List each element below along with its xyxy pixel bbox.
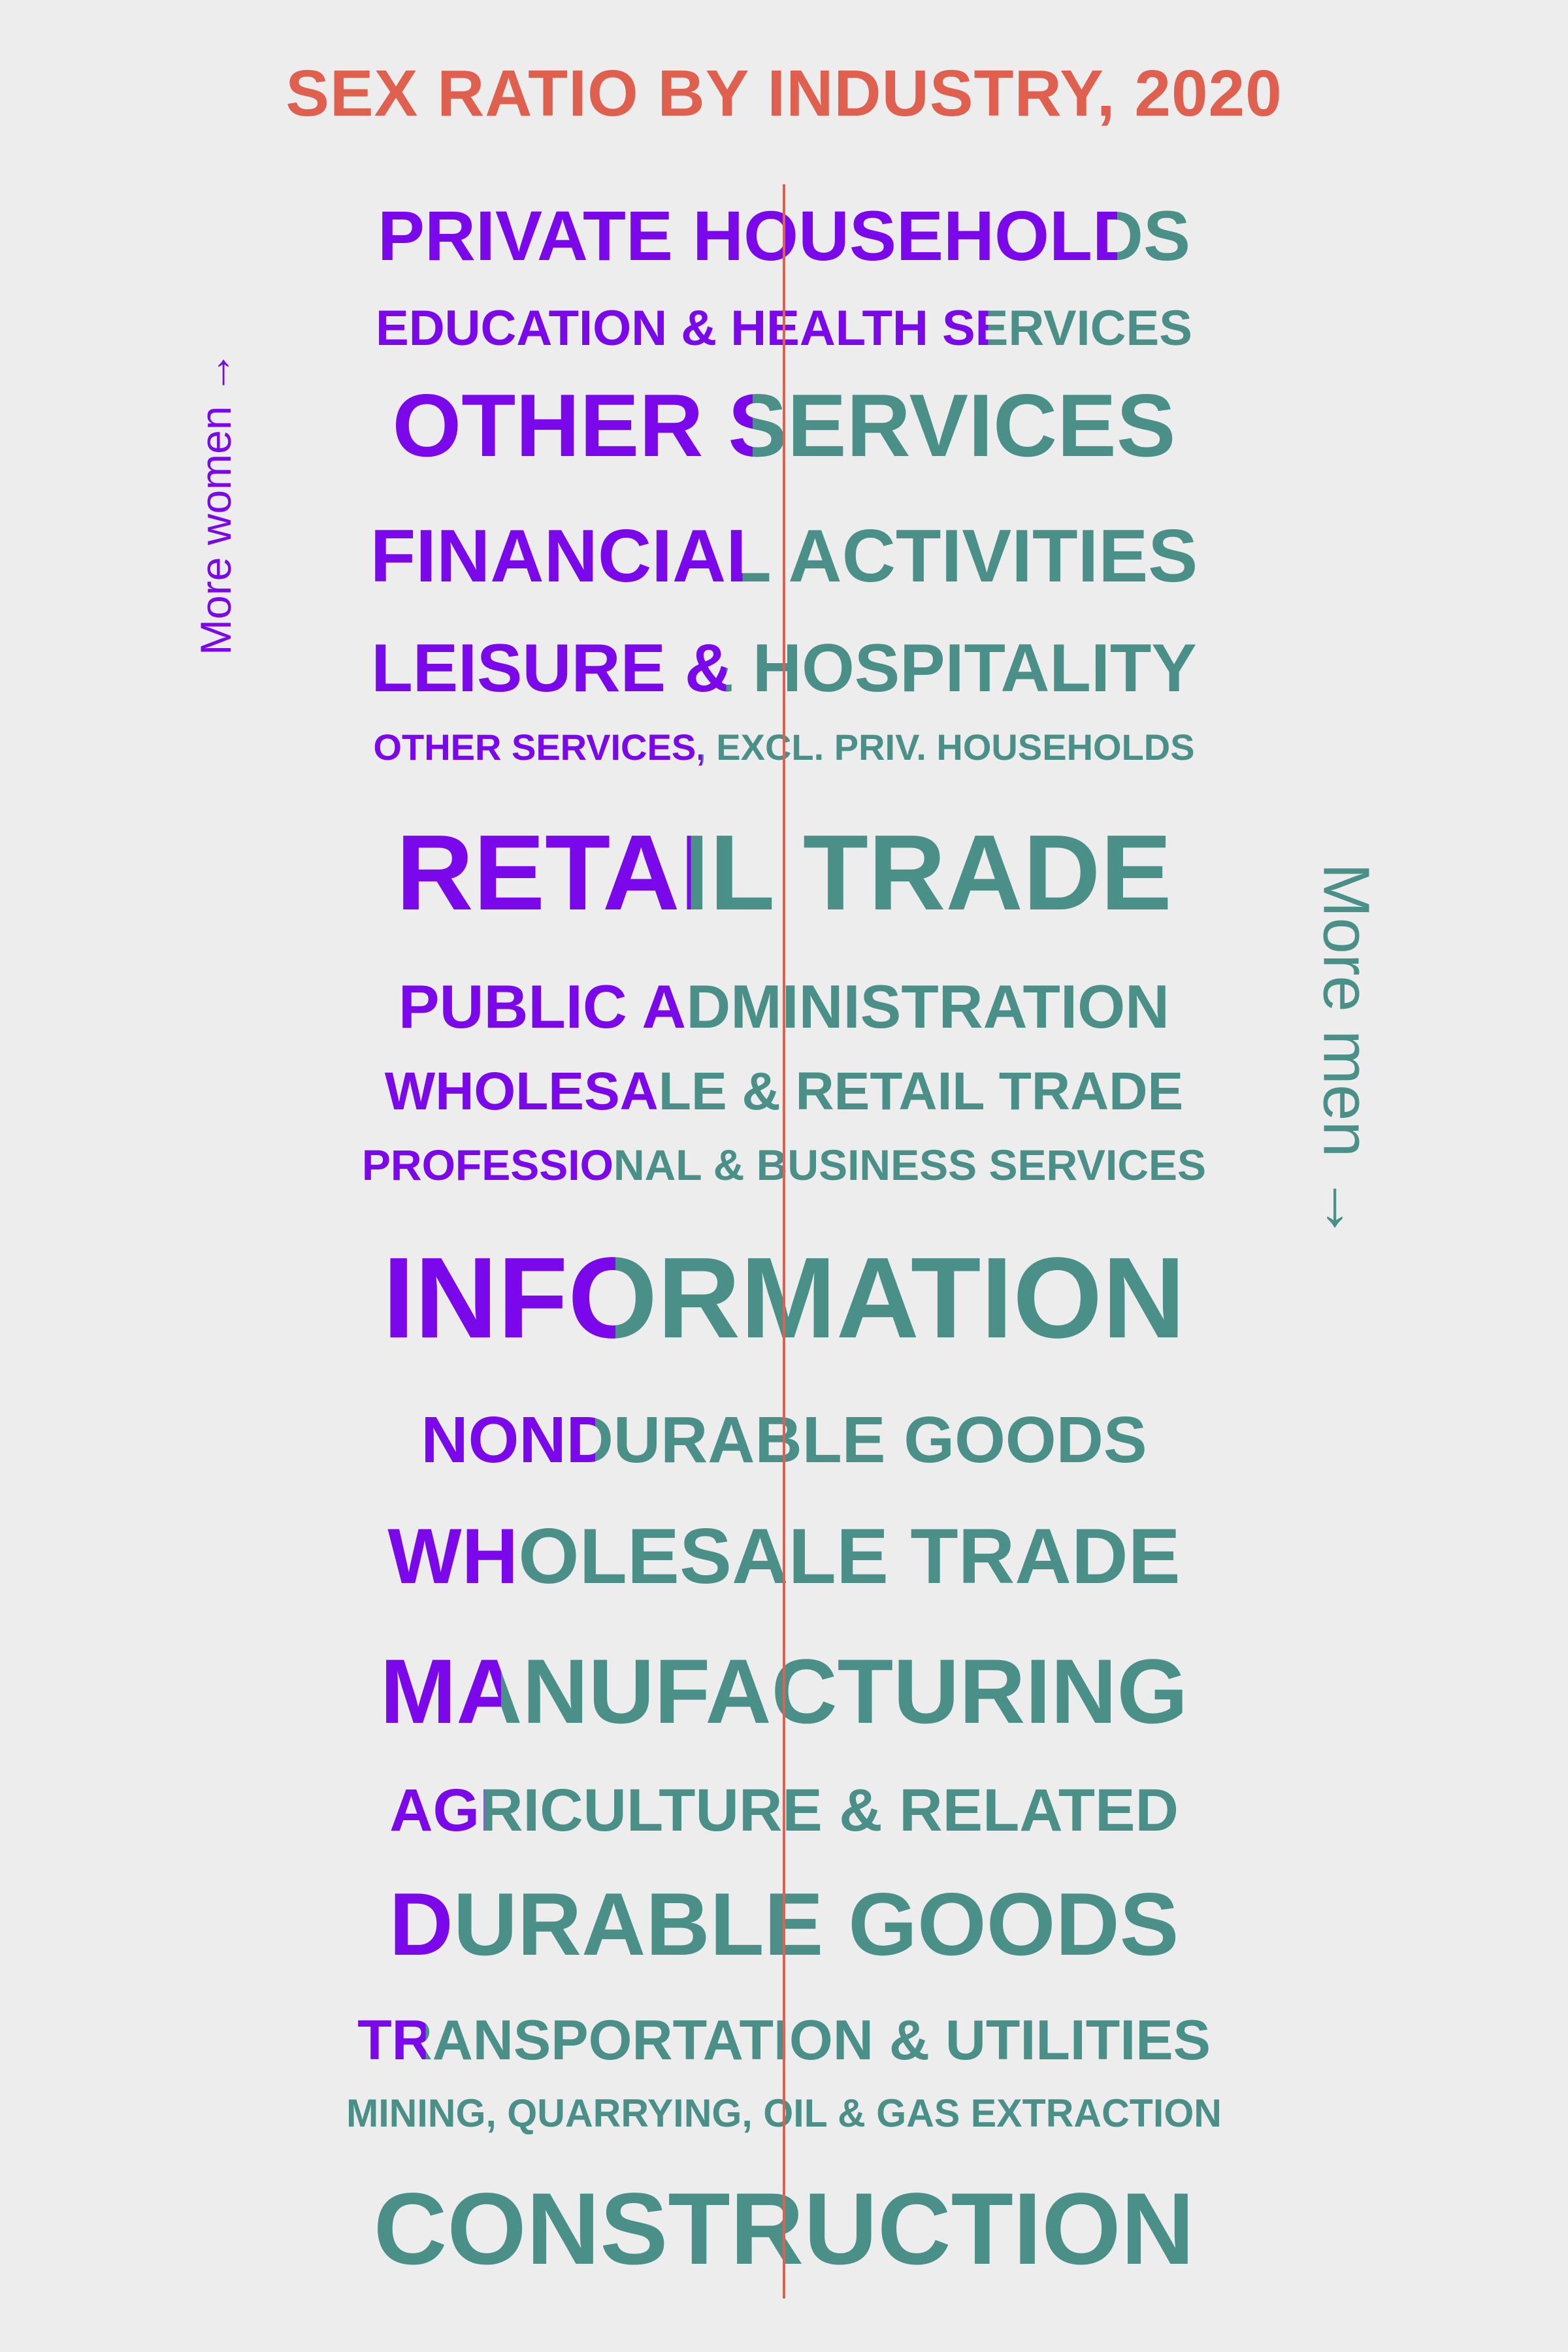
more-women-label: More women → [191, 351, 240, 655]
more-men-label: More men → [1309, 863, 1383, 1241]
chart-title: SEX RATIO BY INDUSTRY, 2020 [286, 57, 1282, 130]
